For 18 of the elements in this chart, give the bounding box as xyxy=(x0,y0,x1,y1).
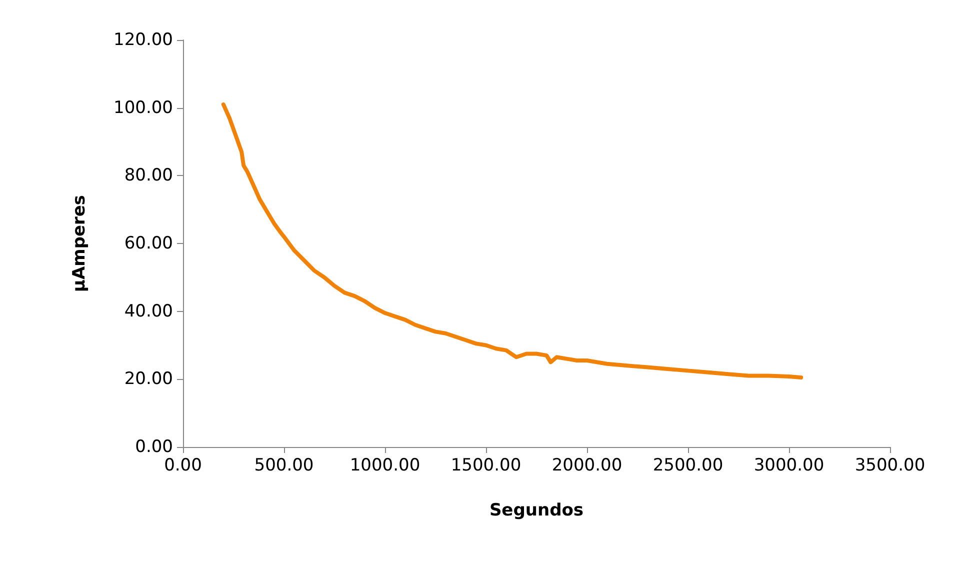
x-tick-label: 500.00 xyxy=(254,456,314,476)
y-tick-label: 100.00 xyxy=(114,98,173,118)
y-tick-label: 40.00 xyxy=(124,301,173,322)
x-tick-label: 3000.00 xyxy=(754,456,824,476)
x-tick-label: 3500.00 xyxy=(854,456,926,476)
x-tick-label: 2000.00 xyxy=(552,456,622,476)
x-tick-label: 1000.00 xyxy=(350,456,420,476)
y-axis-title: µAmperes xyxy=(70,194,90,292)
x-tick-label: 1500.00 xyxy=(450,456,522,476)
y-tick-label: 60.00 xyxy=(124,234,173,254)
line-series xyxy=(221,102,804,380)
x-axis-title: Segundos xyxy=(489,500,584,520)
y-tick-label: 20.00 xyxy=(124,369,173,390)
x-tick-label: 0.00 xyxy=(164,456,202,476)
y-tick-label: 120.00 xyxy=(114,30,173,50)
x-tick-label: 2500.00 xyxy=(652,456,724,476)
y-tick-label: 0.00 xyxy=(135,437,173,457)
y-tick-label: 80.00 xyxy=(124,166,173,186)
